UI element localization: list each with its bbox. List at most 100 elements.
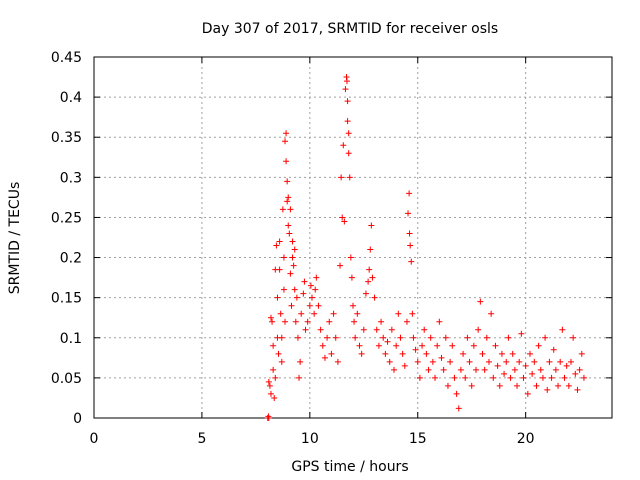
y-axis: 0 0.05 0.1 0.15 0.2 0.25 0.3 0.35 0.4 0.45 <box>51 50 612 427</box>
data-point <box>509 350 516 357</box>
x-tick-label: 5 <box>197 431 206 447</box>
data-point <box>557 358 564 365</box>
data-point <box>492 342 499 349</box>
data-point <box>505 334 512 341</box>
data-point <box>395 310 402 317</box>
data-point <box>552 366 559 373</box>
data-point <box>308 294 315 301</box>
data-point <box>442 334 449 341</box>
data-point <box>516 358 523 365</box>
data-point <box>539 374 546 381</box>
data-point <box>330 310 337 317</box>
data-point <box>416 374 423 381</box>
data-point <box>444 382 451 389</box>
data-point <box>367 246 374 253</box>
data-point <box>455 405 462 412</box>
data-point <box>270 342 277 349</box>
data-point <box>292 318 299 325</box>
data-point <box>267 314 274 321</box>
data-point <box>358 350 365 357</box>
data-point <box>531 358 538 365</box>
data-point <box>412 346 419 353</box>
data-point <box>296 374 303 381</box>
data-point <box>522 362 529 369</box>
y-tick-label: 0.1 <box>60 331 82 347</box>
data-point <box>533 382 540 389</box>
data-point <box>279 206 286 213</box>
data-point <box>388 326 395 333</box>
data-point <box>304 318 311 325</box>
data-point <box>285 194 292 201</box>
data-point <box>287 270 294 277</box>
data-point <box>311 310 318 317</box>
data-point <box>496 382 503 389</box>
data-point <box>337 262 344 269</box>
data-point <box>457 366 464 373</box>
y-tick-label: 0.15 <box>51 291 82 307</box>
data-point <box>291 246 298 253</box>
data-point <box>275 350 282 357</box>
data-point <box>520 374 527 381</box>
data-point <box>464 334 471 341</box>
data-point <box>475 326 482 333</box>
data-point <box>409 310 416 317</box>
y-tick-label: 0.2 <box>60 251 82 267</box>
data-point <box>276 238 283 245</box>
data-point <box>278 358 285 365</box>
data-point <box>294 334 301 341</box>
x-tick-label: 0 <box>90 431 99 447</box>
x-axis-label: GPS time / hours <box>291 459 408 475</box>
y-tick-label: 0.45 <box>51 50 82 66</box>
data-point <box>339 214 346 221</box>
data-point <box>567 358 574 365</box>
data-point <box>507 374 514 381</box>
data-point <box>542 334 549 341</box>
data-point <box>580 374 587 381</box>
data-point <box>274 294 281 301</box>
data-point <box>321 354 328 361</box>
data-point <box>278 334 285 341</box>
data-point <box>291 286 298 293</box>
data-point <box>559 326 566 333</box>
data-point <box>266 382 273 389</box>
data-points <box>264 74 587 421</box>
y-tick-label: 0.25 <box>51 210 82 226</box>
data-point <box>360 326 367 333</box>
data-point <box>282 318 289 325</box>
data-point <box>328 350 335 357</box>
data-point <box>340 142 347 149</box>
data-point <box>334 358 341 365</box>
data-point <box>301 278 308 285</box>
data-point <box>488 310 495 317</box>
data-point <box>410 334 417 341</box>
data-point <box>423 350 430 357</box>
data-point <box>306 302 313 309</box>
data-point <box>300 290 307 297</box>
data-point <box>462 374 469 381</box>
x-tick-label: 10 <box>301 431 319 447</box>
data-point <box>284 198 291 205</box>
data-point <box>307 282 314 289</box>
data-point <box>578 350 585 357</box>
data-point <box>302 326 309 333</box>
data-point <box>324 334 331 341</box>
data-point <box>282 138 289 145</box>
data-point <box>380 334 387 341</box>
data-point <box>414 358 421 365</box>
data-point <box>565 382 572 389</box>
data-point <box>555 382 562 389</box>
data-point <box>406 230 413 237</box>
data-point <box>427 334 434 341</box>
data-point <box>403 318 410 325</box>
data-point <box>574 386 581 393</box>
data-point <box>490 374 497 381</box>
data-point <box>419 342 426 349</box>
data-point <box>267 390 274 397</box>
data-point <box>447 358 454 365</box>
data-point <box>550 346 557 353</box>
data-point <box>451 374 458 381</box>
data-point <box>393 342 400 349</box>
data-point <box>343 78 350 85</box>
data-point <box>366 266 373 273</box>
data-point <box>271 394 278 401</box>
